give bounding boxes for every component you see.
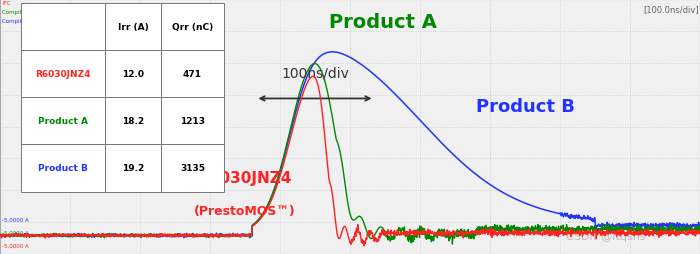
- Text: R6030JNZ4: R6030JNZ4: [198, 170, 292, 185]
- Text: CompilerB  35.000 A: CompilerB 35.000 A: [2, 19, 59, 24]
- Text: Qrr (nC): Qrr (nC): [172, 23, 213, 32]
- Bar: [21, 51, 105, 98]
- Bar: [21, 145, 105, 192]
- Text: 19.2: 19.2: [122, 164, 144, 173]
- Text: (PrestoMOS™): (PrestoMOS™): [194, 204, 296, 217]
- Text: 18.2: 18.2: [122, 117, 144, 126]
- Bar: [105, 145, 161, 192]
- Text: 3135: 3135: [180, 164, 205, 173]
- Bar: [161, 98, 224, 145]
- Text: 5A/div: 5A/div: [136, 109, 179, 122]
- Text: CSDN @ltqshs: CSDN @ltqshs: [566, 231, 645, 241]
- Text: 471: 471: [183, 70, 202, 79]
- Bar: [161, 4, 224, 51]
- Text: -5.0000 A: -5.0000 A: [2, 217, 29, 222]
- Text: Product B: Product B: [38, 164, 88, 173]
- Bar: [161, 51, 224, 98]
- Bar: [105, 51, 161, 98]
- Text: Product A: Product A: [38, 117, 88, 126]
- Text: CompilerA  35.000 A: CompilerA 35.000 A: [2, 10, 59, 15]
- Text: Irr (A): Irr (A): [118, 23, 148, 32]
- Text: 12.0: 12.0: [122, 70, 144, 79]
- Bar: [21, 4, 105, 51]
- Bar: [105, 98, 161, 145]
- Text: IFC: IFC: [2, 1, 10, 6]
- Bar: [21, 98, 105, 145]
- Bar: [161, 145, 224, 192]
- Text: -5.0000 A: -5.0000 A: [2, 230, 29, 235]
- Text: 100ns/div: 100ns/div: [281, 67, 349, 81]
- Text: 1213: 1213: [180, 117, 205, 126]
- Text: [100.0ns/div]: [100.0ns/div]: [643, 5, 699, 14]
- Text: Product B: Product B: [476, 98, 575, 116]
- Bar: [105, 4, 161, 51]
- Text: Product A: Product A: [329, 13, 437, 32]
- Text: -5.0000 A: -5.0000 A: [2, 243, 29, 248]
- Text: R6030JNZ4: R6030JNZ4: [35, 70, 91, 79]
